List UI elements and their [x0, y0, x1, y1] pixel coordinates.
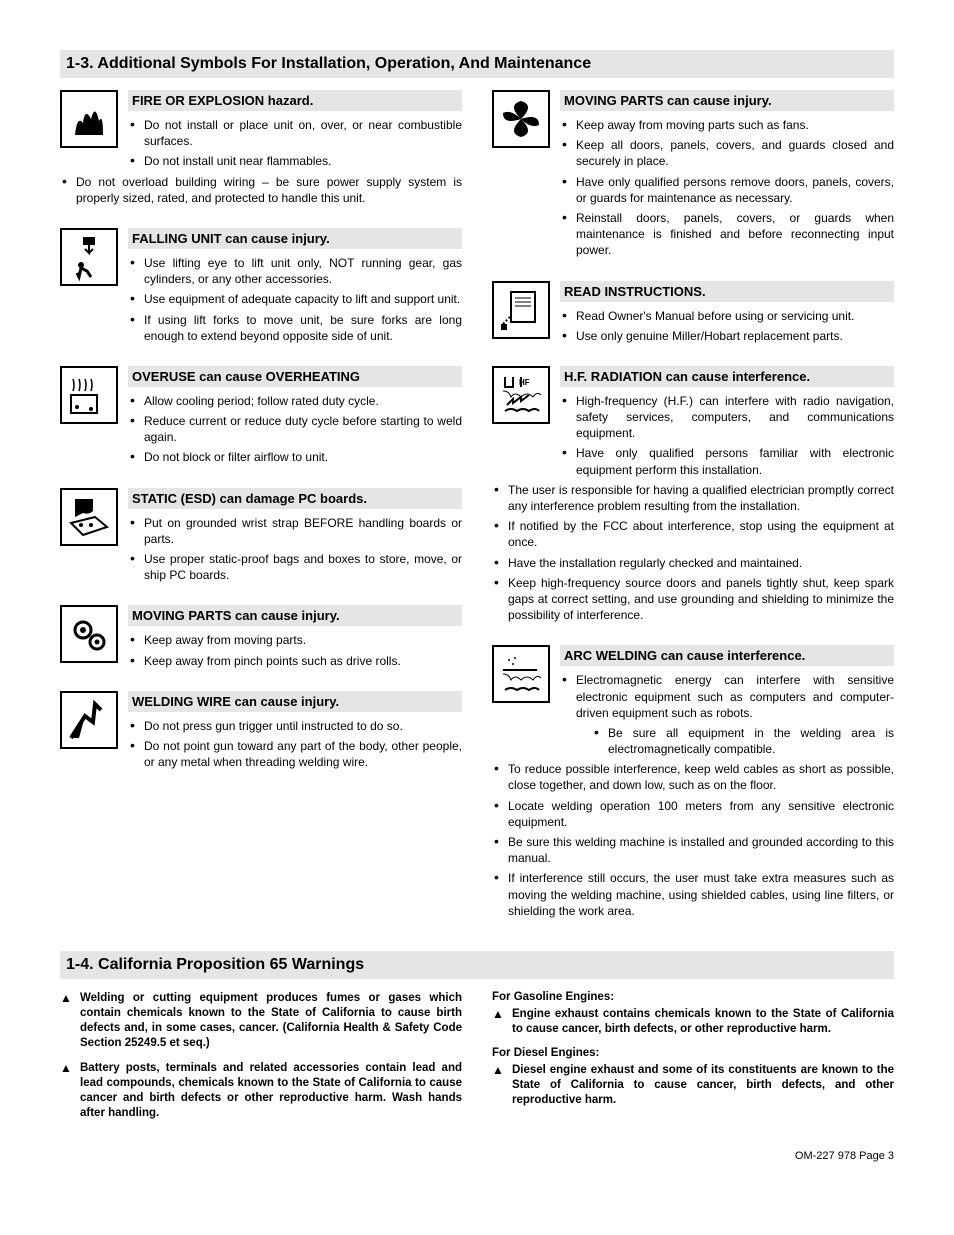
warning-bullets: Put on grounded wrist strap BEFORE handl… [128, 515, 462, 584]
section-1-4-columns: Welding or cutting equipment produces fu… [60, 991, 894, 1131]
warning-bullet: Allow cooling period; follow rated duty … [128, 393, 462, 409]
svg-text:HF: HF [519, 378, 530, 387]
warning-bullet: Use only genuine Miller/Hobart replaceme… [560, 328, 894, 344]
warning-bullets: Use lifting eye to lift unit only, NOT r… [128, 255, 462, 344]
diesel-label: For Diesel Engines: [492, 1047, 894, 1059]
warning-bullet: Reinstall doors, panels, covers, or guar… [560, 210, 894, 259]
warning-block: WELDING WIRE can cause injury. Do not pre… [60, 691, 462, 775]
warning-bullets-fullwidth: To reduce possible interference, keep we… [492, 761, 894, 919]
left-column: FIRE OR EXPLOSION hazard. Do not install … [60, 90, 462, 941]
falling-icon [60, 228, 118, 286]
warning-block: READ INSTRUCTIONS. Read Owner's Manual be… [492, 281, 894, 348]
warning-title: READ INSTRUCTIONS. [560, 281, 894, 302]
warning-title: OVERUSE can cause OVERHEATING [128, 366, 462, 387]
warning-bullet: If notified by the FCC about interferenc… [492, 518, 894, 550]
gasoline-label: For Gasoline Engines: [492, 991, 894, 1003]
warning-bullets: Keep away from moving parts. Keep away fr… [128, 632, 462, 668]
warning-bullets: Allow cooling period; follow rated duty … [128, 393, 462, 466]
warning-block: FIRE OR EXPLOSION hazard. Do not install … [60, 90, 462, 210]
right-column: MOVING PARTS can cause injury. Keep away … [492, 90, 894, 941]
warning-bullet: Use lifting eye to lift unit only, NOT r… [128, 255, 462, 287]
warning-bullet: Keep high-frequency source doors and pan… [492, 575, 894, 624]
warning-bullet: Have only qualified persons familiar wit… [560, 445, 894, 477]
warning-bullet: Do not install or place unit on, over, o… [128, 117, 462, 149]
hf-icon: HF [492, 366, 550, 424]
warning-bullet: To reduce possible interference, keep we… [492, 761, 894, 793]
fan-icon [492, 90, 550, 148]
prop65-right: For Gasoline Engines: Engine exhaust con… [492, 991, 894, 1131]
warning-bullet: High-frequency (H.F.) can interfere with… [560, 393, 894, 442]
warning-bullet: Keep away from pinch points such as driv… [128, 653, 462, 669]
warning-bullets-fullwidth: The user is responsible for having a qua… [492, 482, 894, 624]
warning-title: ARC WELDING can cause interference. [560, 645, 894, 666]
warning-bullet: If interference still occurs, the user m… [492, 870, 894, 919]
wire-icon [60, 691, 118, 749]
warning-block: FALLING UNIT can cause injury. Use liftin… [60, 228, 462, 348]
warning-title: FIRE OR EXPLOSION hazard. [128, 90, 462, 111]
warning-bullet: Use proper static-proof bags and boxes t… [128, 551, 462, 583]
warning-title: WELDING WIRE can cause injury. [128, 691, 462, 712]
warning-sub-bullet: Be sure all equipment in the welding are… [592, 725, 894, 757]
warning-bullet: Electromagnetic energy can interfere wit… [560, 672, 894, 757]
warning-bullets: High-frequency (H.F.) can interfere with… [560, 393, 894, 478]
arc-icon [492, 645, 550, 703]
warning-bullets: Read Owner's Manual before using or serv… [560, 308, 894, 344]
warning-bullet: Read Owner's Manual before using or serv… [560, 308, 894, 324]
warning-bullets: Electromagnetic energy can interfere wit… [560, 672, 894, 757]
warning-title: FALLING UNIT can cause injury. [128, 228, 462, 249]
warning-title: STATIC (ESD) can damage PC boards. [128, 488, 462, 509]
warning-bullet: Do not block or filter airflow to unit. [128, 449, 462, 465]
prop65-warning: Engine exhaust contains chemicals known … [492, 1007, 894, 1037]
warning-title: H.F. RADIATION can cause interference. [560, 366, 894, 387]
page-footer: OM-227 978 Page 3 [60, 1150, 894, 1162]
prop65-warning: Battery posts, terminals and related acc… [60, 1061, 462, 1121]
section-1-4-heading: 1-4. California Proposition 65 Warnings [60, 951, 894, 979]
warning-block: MOVING PARTS can cause injury. Keep away … [60, 605, 462, 672]
esd-icon [60, 488, 118, 546]
warning-bullet: Have the installation regularly checked … [492, 555, 894, 571]
warning-block: HF H.F. RADIATION can cause interference.… [492, 366, 894, 627]
section-1-3-columns: FIRE OR EXPLOSION hazard. Do not install … [60, 90, 894, 941]
warning-bullets: Do not install or place unit on, over, o… [128, 117, 462, 170]
overheat-icon [60, 366, 118, 424]
section-1-3-heading: 1-3. Additional Symbols For Installation… [60, 50, 894, 78]
warning-block: OVERUSE can cause OVERHEATING Allow cooli… [60, 366, 462, 470]
warning-bullet: Locate welding operation 100 meters from… [492, 798, 894, 830]
gears-icon [60, 605, 118, 663]
warning-bullet: The user is responsible for having a qua… [492, 482, 894, 514]
warning-bullet: Put on grounded wrist strap BEFORE handl… [128, 515, 462, 547]
warning-block: STATIC (ESD) can damage PC boards. Put on… [60, 488, 462, 588]
warning-title: MOVING PARTS can cause injury. [560, 90, 894, 111]
warning-bullet: Have only qualified persons remove doors… [560, 174, 894, 206]
warning-bullet: Do not press gun trigger until instructe… [128, 718, 462, 734]
warning-bullet: Do not point gun toward any part of the … [128, 738, 462, 770]
warning-bullet: Keep away from moving parts. [128, 632, 462, 648]
fire-icon [60, 90, 118, 148]
warning-block: MOVING PARTS can cause injury. Keep away … [492, 90, 894, 263]
prop65-left: Welding or cutting equipment produces fu… [60, 991, 462, 1131]
warning-bullet: Do not overload building wiring – be sur… [60, 174, 462, 206]
prop65-warning: Diesel engine exhaust and some of its co… [492, 1063, 894, 1108]
warning-bullet: Use equipment of adequate capacity to li… [128, 291, 462, 307]
warning-bullets: Do not press gun trigger until instructe… [128, 718, 462, 771]
warning-bullet: If using lift forks to move unit, be sur… [128, 312, 462, 344]
manual-icon [492, 281, 550, 339]
warning-bullets-fullwidth: Do not overload building wiring – be sur… [60, 174, 462, 206]
warning-block: ARC WELDING can cause interference. Elect… [492, 645, 894, 923]
warning-bullet: Reduce current or reduce duty cycle befo… [128, 413, 462, 445]
warning-bullet: Keep away from moving parts such as fans… [560, 117, 894, 133]
warning-bullet: Keep all doors, panels, covers, and guar… [560, 137, 894, 169]
warning-bullet: Do not install unit near flammables. [128, 153, 462, 169]
warning-bullet: Be sure this welding machine is installe… [492, 834, 894, 866]
warning-bullets: Keep away from moving parts such as fans… [560, 117, 894, 259]
warning-title: MOVING PARTS can cause injury. [128, 605, 462, 626]
prop65-warning: Welding or cutting equipment produces fu… [60, 991, 462, 1051]
